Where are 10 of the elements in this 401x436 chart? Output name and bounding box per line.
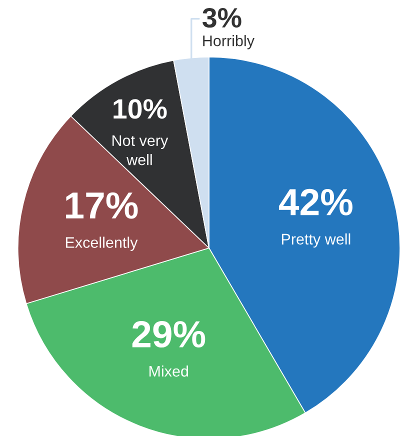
data-label: 3%: [202, 8, 242, 28]
data-label: 10%: [114, 99, 167, 119]
data-label: 29%: [132, 321, 206, 348]
slice-label: Excellently: [66, 236, 138, 251]
data-label: 17%: [66, 192, 138, 219]
slice-label: Not very well: [112, 135, 168, 166]
slice-label: Horribly: [203, 35, 254, 50]
data-label: 42%: [278, 188, 352, 216]
slice-label: Pretty well: [282, 233, 350, 248]
slice-label: Mixed: [149, 365, 188, 377]
